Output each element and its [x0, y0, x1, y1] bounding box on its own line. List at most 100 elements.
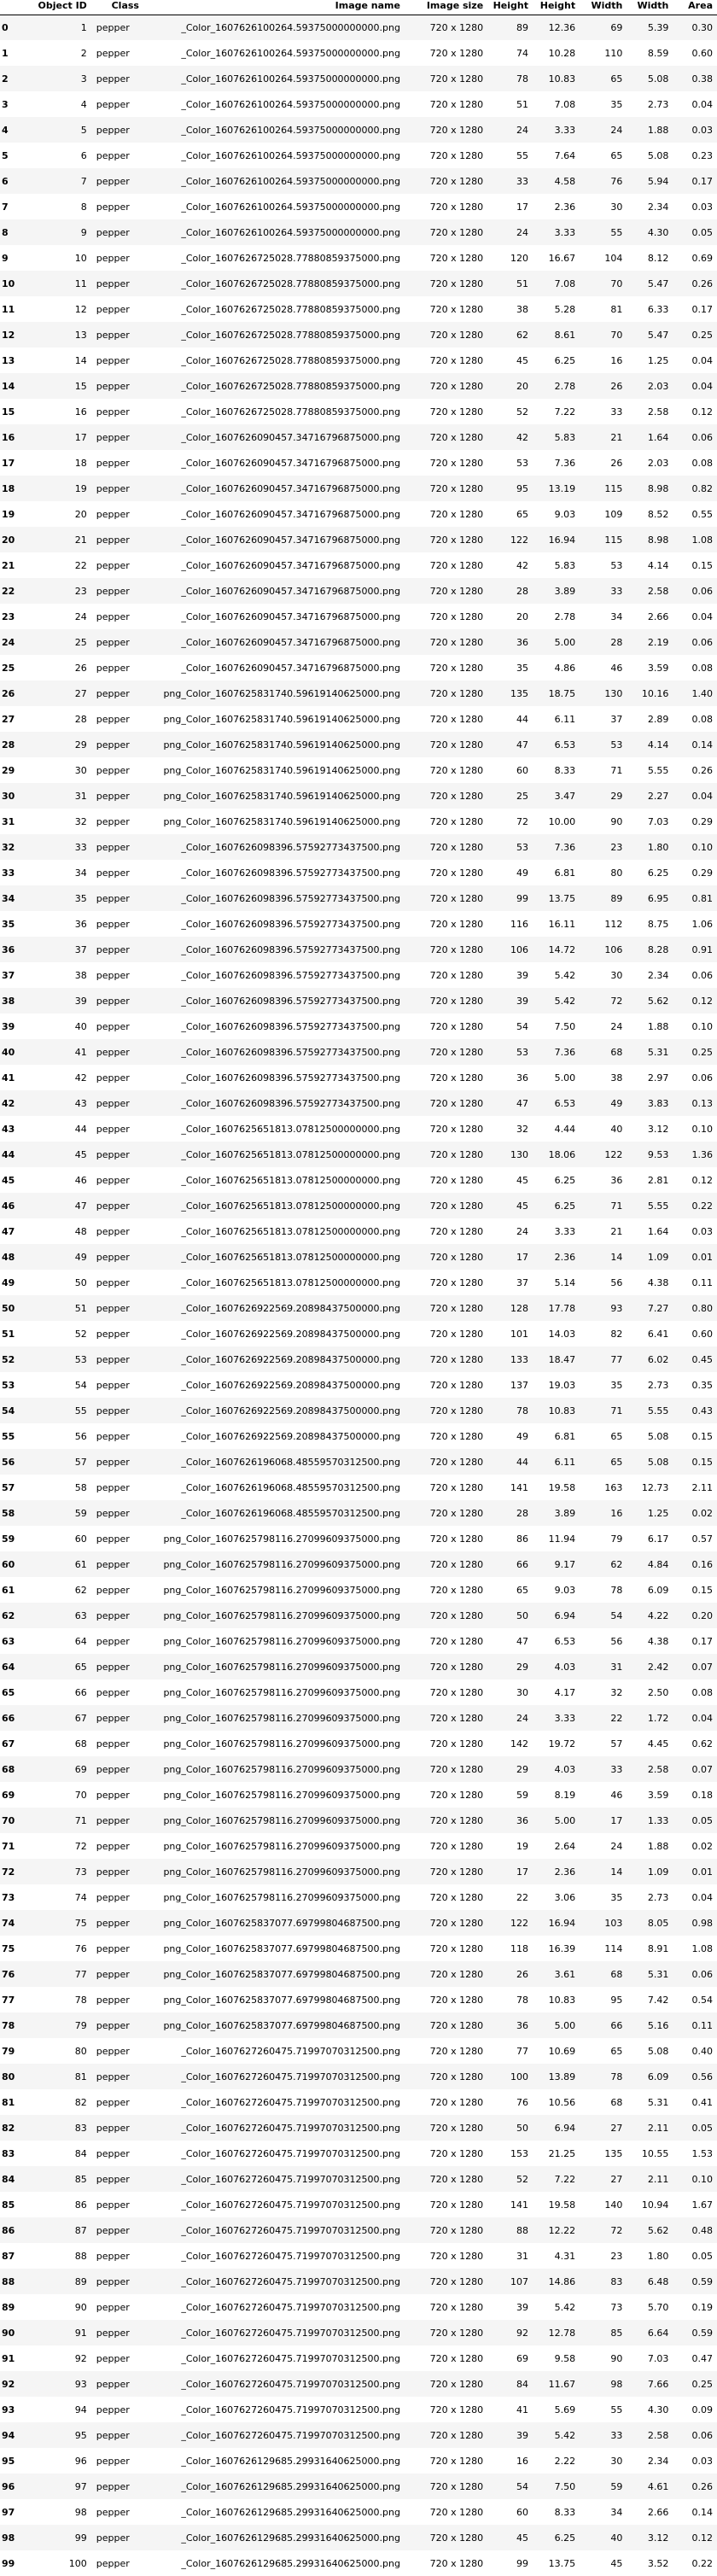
table-row: 0 1 pepper _Color_1607626100264.59375000000…: [0, 15, 717, 40]
height-px-cell: 24: [487, 1218, 533, 1244]
height-cell: 10.83: [532, 1987, 580, 2012]
width-px-cell: 27: [580, 2166, 627, 2192]
object-id-cell: 15: [31, 373, 91, 399]
object-id-cell: 91: [31, 2320, 91, 2345]
class-cell: pepper: [90, 2217, 143, 2243]
height-cell: 7.08: [532, 271, 580, 296]
height-cell: 6.25: [532, 1193, 580, 1218]
width-px-cell: 104: [580, 245, 627, 271]
class-cell: pepper: [90, 2294, 143, 2320]
table-row: 89 90 pepper _Color_1607627260475.719970703…: [0, 2294, 717, 2320]
height-cell: 11.67: [532, 2371, 580, 2397]
area-cell: 0.01: [673, 1859, 717, 1884]
height-cell: 5.14: [532, 1270, 580, 1295]
width-px-cell: 53: [580, 732, 627, 757]
row-index: 9: [0, 245, 31, 271]
area-cell: 0.06: [673, 1065, 717, 1090]
width-cell: 6.33: [627, 296, 673, 322]
row-index: 13: [0, 348, 31, 373]
object-id-cell: 58: [31, 1475, 91, 1500]
height-cell: 16.11: [532, 911, 580, 937]
width-px-cell: 35: [580, 1884, 627, 1910]
class-cell: pepper: [90, 296, 143, 322]
width-px-cell: 80: [580, 860, 627, 885]
height-px-cell: 33: [487, 168, 533, 194]
image-size-cell: 720 x 1280: [404, 1295, 488, 1321]
height-cell: 6.53: [532, 1090, 580, 1116]
row-index: 46: [0, 1193, 31, 1218]
table-row: 75 76 pepper png_Color_1607625837077.697998…: [0, 1936, 717, 1961]
area-cell: 0.18: [673, 1782, 717, 1808]
width-px-cell: 89: [580, 885, 627, 911]
table-row: 66 67 pepper png_Color_1607625798116.270996…: [0, 1705, 717, 1731]
row-index: 64: [0, 1654, 31, 1679]
width-px-cell: 130: [580, 681, 627, 706]
width-cell: 1.88: [627, 1013, 673, 1039]
object-id-cell: 85: [31, 2166, 91, 2192]
table-row: 24 25 pepper _Color_1607626090457.347167968…: [0, 629, 717, 655]
area-cell: 0.02: [673, 1833, 717, 1859]
width-cell: 8.98: [627, 527, 673, 552]
area-cell: 0.06: [673, 578, 717, 604]
row-index: 40: [0, 1039, 31, 1065]
height-cell: 5.83: [532, 552, 580, 578]
height-cell: 4.03: [532, 1654, 580, 1679]
object-id-cell: 4: [31, 91, 91, 117]
class-cell: pepper: [90, 1859, 143, 1884]
height-px-cell: 77: [487, 2038, 533, 2064]
height-px-cell: 31: [487, 2243, 533, 2269]
object-id-cell: 97: [31, 2474, 91, 2499]
class-cell: pepper: [90, 527, 143, 552]
width-px-cell: 38: [580, 1065, 627, 1090]
table-row: 48 49 pepper _Color_1607625651813.078125000…: [0, 1244, 717, 1270]
image-size-cell: 720 x 1280: [404, 194, 488, 219]
object-id-cell: 81: [31, 2064, 91, 2089]
area-cell: 0.45: [673, 1346, 717, 1372]
object-id-cell: 2: [31, 40, 91, 66]
class-cell: pepper: [90, 1218, 143, 1244]
table-row: 93 94 pepper _Color_1607627260475.719970703…: [0, 2397, 717, 2422]
height-cell: 18.75: [532, 681, 580, 706]
height-px-cell: 86: [487, 1526, 533, 1551]
image-name-cell: _Color_1607626098396.57592773437500.png: [143, 1090, 405, 1116]
area-cell: 0.13: [673, 1090, 717, 1116]
width-px-cell: 68: [580, 2089, 627, 2115]
image-name-cell: _Color_1607626100264.59375000000000.png: [143, 91, 405, 117]
image-size-cell: 720 x 1280: [404, 1731, 488, 1756]
object-id-cell: 25: [31, 629, 91, 655]
image-name-cell: png_Color_1607625798116.27099609375000.p…: [143, 1859, 405, 1884]
table-row: 11 12 pepper _Color_1607626725028.778808593…: [0, 296, 717, 322]
width-px-cell: 98: [580, 2371, 627, 2397]
height-cell: 18.47: [532, 1346, 580, 1372]
class-cell: pepper: [90, 1679, 143, 1705]
height-cell: 3.61: [532, 1961, 580, 1987]
image-size-cell: 720 x 1280: [404, 962, 488, 988]
object-id-cell: 23: [31, 578, 91, 604]
height-px-cell: 133: [487, 1346, 533, 1372]
object-id-cell: 18: [31, 450, 91, 476]
row-index: 33: [0, 860, 31, 885]
class-cell: pepper: [90, 1782, 143, 1808]
image-size-cell: 720 x 1280: [404, 1039, 488, 1065]
class-cell: pepper: [90, 1526, 143, 1551]
width-px-cell: 30: [580, 962, 627, 988]
area-cell: 0.25: [673, 1039, 717, 1065]
table-row: 46 47 pepper _Color_1607625651813.078125000…: [0, 1193, 717, 1218]
class-cell: pepper: [90, 40, 143, 66]
area-cell: 0.40: [673, 2038, 717, 2064]
image-size-cell: 720 x 1280: [404, 1654, 488, 1679]
class-cell: pepper: [90, 1423, 143, 1449]
height-cell: 2.78: [532, 373, 580, 399]
height-cell: 7.50: [532, 1013, 580, 1039]
image-name-cell: _Color_1607627260475.71997070312500.png: [143, 2243, 405, 2269]
height-cell: 16.67: [532, 245, 580, 271]
area-cell: 0.15: [673, 1577, 717, 1603]
image-size-cell: 720 x 1280: [404, 1218, 488, 1244]
class-cell: pepper: [90, 2448, 143, 2474]
area-cell: 0.15: [673, 552, 717, 578]
height-px-cell: 45: [487, 348, 533, 373]
image-size-cell: 720 x 1280: [404, 2243, 488, 2269]
class-cell: pepper: [90, 1577, 143, 1603]
class-cell: pepper: [90, 860, 143, 885]
area-cell: 1.08: [673, 527, 717, 552]
